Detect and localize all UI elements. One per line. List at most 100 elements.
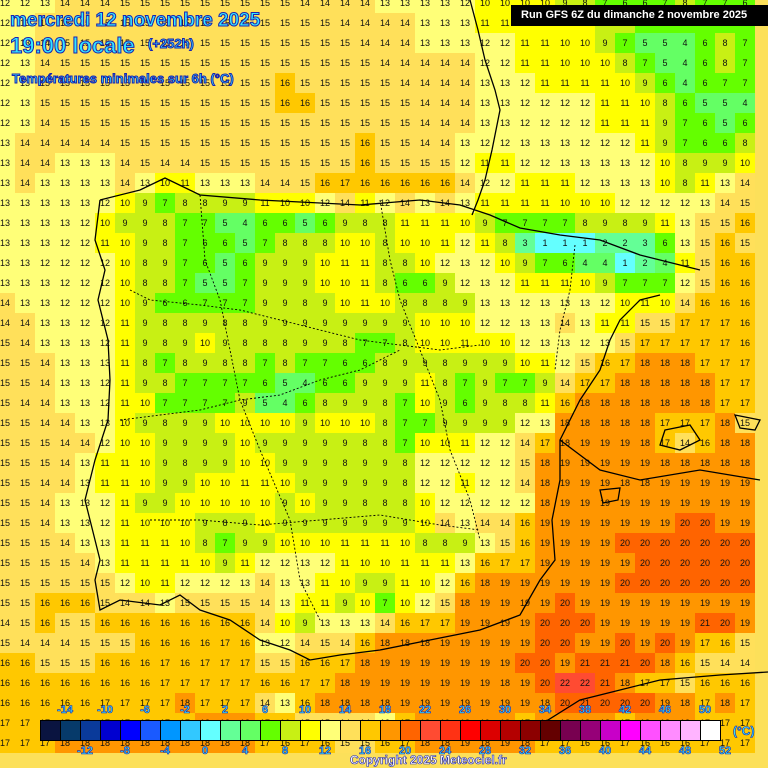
grid-value: 18 <box>335 678 355 688</box>
grid-value: 7 <box>735 78 755 88</box>
grid-value: 13 <box>95 358 115 368</box>
grid-value: 9 <box>255 298 275 308</box>
scale-label: -10 <box>90 704 120 716</box>
grid-value: 15 <box>235 138 255 148</box>
grid-value: 11 <box>115 358 135 368</box>
grid-value: 9 <box>275 518 295 528</box>
grid-value: 14 <box>175 158 195 168</box>
grid-value: 8 <box>355 498 375 508</box>
grid-value: 9 <box>115 218 135 228</box>
grid-value: 8 <box>215 358 235 368</box>
grid-value: 11 <box>535 78 555 88</box>
grid-value: 20 <box>715 558 735 568</box>
grid-value: 18 <box>615 398 635 408</box>
grid-value: 15 <box>275 118 295 128</box>
grid-value: 15 <box>15 358 35 368</box>
grid-value: 8 <box>415 298 435 308</box>
grid-value: 15 <box>615 338 635 348</box>
grid-value: 14 <box>355 38 375 48</box>
grid-value: 19 <box>655 518 675 528</box>
grid-value: 15 <box>695 218 715 228</box>
grid-value: 11 <box>535 38 555 48</box>
grid-value: 7 <box>415 418 435 428</box>
grid-value: 8 <box>235 338 255 348</box>
grid-value: 19 <box>635 618 655 628</box>
grid-value: 16 <box>395 618 415 628</box>
grid-value: 13 <box>75 538 95 548</box>
grid-value: 19 <box>515 638 535 648</box>
grid-value: 19 <box>515 618 535 628</box>
grid-value: 10 <box>435 318 455 328</box>
grid-value: 13 <box>455 38 475 48</box>
grid-value: 8 <box>175 458 195 468</box>
color-swatch <box>101 721 121 740</box>
grid-value: 10 <box>115 298 135 308</box>
grid-value: 14 <box>115 178 135 188</box>
grid-value: 15 <box>375 78 395 88</box>
grid-value: 13 <box>475 78 495 88</box>
grid-value: 14 <box>395 78 415 88</box>
grid-value: 16 <box>675 658 695 668</box>
grid-value: 7 <box>355 338 375 348</box>
grid-value: 13 <box>15 278 35 288</box>
grid-value: 19 <box>615 618 635 628</box>
grid-value: 9 <box>455 298 475 308</box>
grid-value: 9 <box>375 318 395 328</box>
grid-value: 9 <box>255 258 275 268</box>
grid-value: 15 <box>195 118 215 128</box>
grid-value: 6 <box>255 378 275 388</box>
grid-value: 15 <box>395 118 415 128</box>
grid-value: 9 <box>395 518 415 528</box>
grid-value: 12 <box>515 158 535 168</box>
grid-value: 6 <box>355 358 375 368</box>
grid-value: 13 <box>75 518 95 528</box>
grid-value: 15 <box>115 118 135 128</box>
grid-value: 17 <box>155 678 175 688</box>
grid-value: 17 <box>715 358 735 368</box>
grid-value: 14 <box>35 358 55 368</box>
grid-value: 10 <box>275 418 295 428</box>
grid-value: 12 <box>655 198 675 208</box>
grid-value: 4 <box>675 78 695 88</box>
grid-value: 12 <box>475 258 495 268</box>
grid-value: 11 <box>635 298 655 308</box>
grid-value: 9 <box>275 278 295 288</box>
grid-value: 9 <box>275 438 295 448</box>
grid-value: 16 <box>0 658 15 668</box>
grid-value: 10 <box>635 98 655 108</box>
grid-value: 10 <box>735 158 755 168</box>
scale-label: -6 <box>130 704 160 716</box>
grid-value: 7 <box>675 138 695 148</box>
grid-value: 7 <box>235 378 255 388</box>
grid-value: 13 <box>35 178 55 188</box>
grid-value: 14 <box>715 658 735 668</box>
grid-value: 9 <box>295 258 315 268</box>
grid-value: 14 <box>95 0 115 8</box>
grid-value: 15 <box>375 138 395 148</box>
grid-value: 20 <box>575 618 595 628</box>
grid-value: 11 <box>535 58 555 68</box>
grid-value: 15 <box>35 558 55 568</box>
grid-value: 16 <box>355 638 375 648</box>
grid-value: 15 <box>235 0 255 8</box>
grid-value: 15 <box>735 238 755 248</box>
grid-value: 9 <box>135 198 155 208</box>
grid-value: 12 <box>115 578 135 588</box>
grid-value: 12 <box>315 198 335 208</box>
grid-value: 10 <box>115 438 135 448</box>
grid-value: 9 <box>335 598 355 608</box>
grid-value: 15 <box>55 578 75 588</box>
grid-value: 9 <box>595 38 615 48</box>
grid-value: 13 <box>415 38 435 48</box>
grid-value: 15 <box>735 198 755 208</box>
scale-label: -12 <box>70 745 100 757</box>
grid-value: 19 <box>655 598 675 608</box>
grid-value: 8 <box>415 538 435 548</box>
grid-value: 11 <box>95 238 115 248</box>
grid-value: 19 <box>515 578 535 588</box>
grid-value: 6 <box>735 118 755 128</box>
temperature-map: 1212131414141515151515151515151414141413… <box>0 0 768 768</box>
grid-value: 7 <box>255 358 275 368</box>
grid-value: 9 <box>375 458 395 468</box>
grid-value: 17 <box>215 658 235 668</box>
